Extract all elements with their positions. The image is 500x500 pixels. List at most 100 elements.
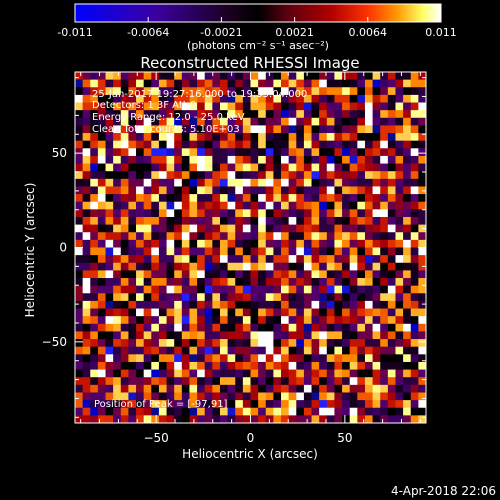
image-pixel <box>136 171 145 180</box>
image-pixel <box>387 171 396 180</box>
image-pixel <box>242 300 251 309</box>
image-pixel <box>174 369 183 378</box>
image-pixel <box>242 216 251 226</box>
image-pixel <box>204 354 213 363</box>
image-pixel <box>82 72 91 81</box>
image-pixel <box>273 316 282 325</box>
image-pixel <box>219 384 229 393</box>
image-pixel <box>258 316 267 325</box>
image-pixel <box>258 270 267 279</box>
image-pixel <box>372 255 381 264</box>
image-pixel <box>364 94 373 103</box>
image-pixel <box>75 239 84 248</box>
image-pixel <box>349 270 358 279</box>
image-pixel <box>395 201 404 210</box>
image-pixel <box>326 247 335 256</box>
image-pixel <box>326 216 335 226</box>
image-pixel <box>128 133 137 142</box>
image-pixel <box>410 232 419 241</box>
image-pixel <box>288 148 297 157</box>
image-pixel <box>281 407 290 416</box>
image-pixel <box>75 262 84 271</box>
image-pixel <box>319 209 328 218</box>
image-pixel <box>418 285 427 294</box>
image-pixel <box>334 354 343 363</box>
image-pixel <box>403 209 412 218</box>
image-pixel <box>242 316 251 325</box>
image-pixel <box>90 346 99 355</box>
image-pixel <box>349 125 358 134</box>
image-pixel <box>418 293 427 302</box>
image-pixel <box>364 194 373 203</box>
image-pixel <box>258 232 267 241</box>
image-pixel <box>357 278 366 287</box>
image-pixel <box>242 346 251 355</box>
image-pixel <box>387 232 396 241</box>
image-pixel <box>136 201 145 210</box>
image-pixel <box>158 94 167 103</box>
image-pixel <box>105 415 114 424</box>
image-pixel <box>219 361 229 370</box>
image-pixel <box>281 117 290 126</box>
x-tick-label: 0 <box>247 431 255 445</box>
image-pixel <box>166 400 175 409</box>
image-pixel <box>319 94 328 103</box>
image-pixel <box>418 316 427 325</box>
image-pixel <box>349 316 358 325</box>
image-pixel <box>357 339 366 348</box>
image-pixel <box>242 110 251 119</box>
image-pixel <box>128 110 137 119</box>
image-pixel <box>128 331 137 340</box>
image-pixel <box>387 339 396 348</box>
image-pixel <box>281 377 290 386</box>
image-pixel <box>136 186 145 195</box>
image-pixel <box>281 323 290 332</box>
image-pixel <box>219 194 229 203</box>
image-pixel <box>189 224 198 233</box>
image-pixel <box>296 262 305 271</box>
image-pixel <box>75 377 84 386</box>
image-pixel <box>90 255 99 264</box>
image-pixel <box>334 163 343 172</box>
image-pixel <box>90 209 99 218</box>
image-pixel <box>128 186 137 195</box>
image-pixel <box>418 125 427 134</box>
image-pixel <box>326 155 335 164</box>
image-pixel <box>166 155 175 164</box>
image-pixel <box>342 339 351 348</box>
image-pixel <box>250 361 259 370</box>
image-pixel <box>189 125 198 134</box>
image-pixel <box>128 224 137 233</box>
image-pixel <box>410 331 419 340</box>
image-pixel <box>151 171 160 180</box>
image-pixel <box>113 407 122 416</box>
image-pixel <box>105 392 114 401</box>
image-pixel <box>372 239 381 248</box>
image-pixel <box>219 186 229 195</box>
image-pixel <box>105 262 114 271</box>
image-pixel <box>395 354 404 363</box>
image-pixel <box>311 171 320 180</box>
image-pixel <box>75 72 84 81</box>
image-pixel <box>219 400 229 409</box>
image-pixel <box>349 79 358 88</box>
image-pixel <box>82 392 91 401</box>
image-pixel <box>273 194 282 203</box>
image-pixel <box>349 361 358 370</box>
image-pixel <box>342 155 351 164</box>
image-pixel <box>242 186 251 195</box>
image-pixel <box>410 415 419 424</box>
image-pixel <box>357 186 366 195</box>
image-pixel <box>380 415 389 424</box>
image-pixel <box>410 155 419 164</box>
image-pixel <box>265 262 274 271</box>
image-pixel <box>395 102 404 111</box>
image-pixel <box>158 239 167 248</box>
image-pixel <box>219 346 229 355</box>
image-pixel <box>311 323 320 332</box>
image-pixel <box>189 270 198 279</box>
image-pixel <box>296 239 305 248</box>
colorbar-unit-label: (photons cm⁻² s⁻¹ asec⁻²) <box>187 39 329 52</box>
image-pixel <box>403 163 412 172</box>
